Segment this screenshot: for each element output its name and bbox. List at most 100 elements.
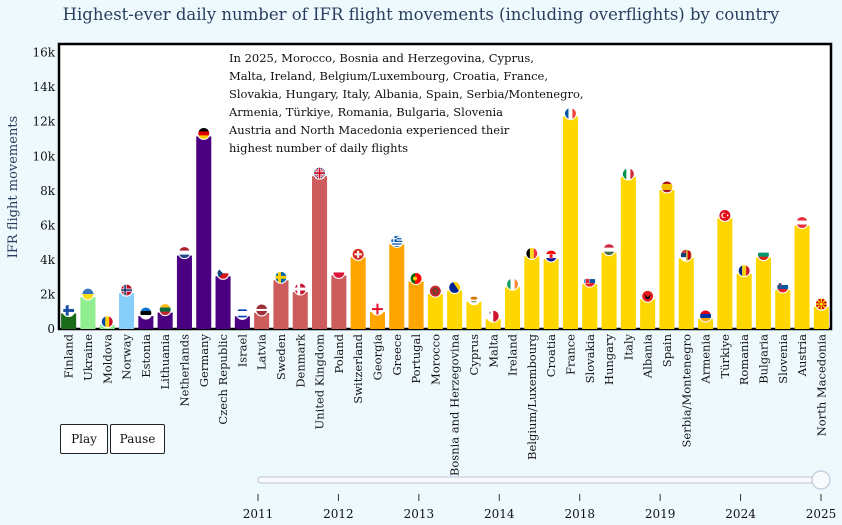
bar-belgium-luxembourg[interactable]	[524, 256, 540, 329]
bar-bulgaria[interactable]	[755, 257, 771, 329]
bar-ireland[interactable]	[505, 287, 521, 329]
slider-step-label[interactable]: 2014	[484, 507, 515, 521]
serbia-montenegro-flag-icon	[679, 248, 693, 262]
bar-serbia-montenegro[interactable]	[678, 258, 694, 329]
y-tick-label: 0	[47, 322, 55, 336]
bar-t-rkiye[interactable]	[717, 218, 733, 329]
slider-step-label[interactable]: 2012	[323, 507, 354, 521]
x-tick-label: Morocco	[428, 334, 442, 385]
italy-flag-icon	[621, 167, 635, 181]
bar-israel[interactable]	[234, 316, 250, 329]
x-tick-label: Ireland	[506, 333, 520, 376]
bar-finland[interactable]	[61, 313, 77, 329]
portugal-flag-icon	[409, 271, 423, 286]
bar-latvia[interactable]	[254, 312, 270, 329]
finland-flag-icon	[62, 303, 76, 318]
bar-albania[interactable]	[640, 299, 656, 329]
spain-flag-icon	[660, 180, 674, 194]
slider-step-label[interactable]: 2019	[645, 507, 676, 521]
x-tick-label: Slovakia	[583, 334, 597, 383]
bar-denmark[interactable]	[292, 292, 308, 329]
bar-italy[interactable]	[620, 177, 636, 329]
bar-bosnia-and-herzegovina[interactable]	[447, 290, 463, 329]
year-slider[interactable]: 2011 2012 2013 2014 2018 2019 2024 2025	[243, 470, 837, 521]
romania-flag-icon	[737, 264, 751, 278]
slovakia-flag-icon	[583, 274, 597, 288]
bar-slovenia[interactable]	[775, 289, 791, 329]
bar-slovakia[interactable]	[582, 284, 598, 329]
greece-flag-icon	[390, 234, 404, 248]
x-tick-label: Albania	[641, 334, 655, 379]
bar-sweden[interactable]	[273, 280, 289, 329]
y-tick-label: 2k	[40, 287, 56, 301]
slider-step-label[interactable]: 2011	[243, 507, 274, 521]
bar-morocco[interactable]	[427, 294, 443, 329]
bar-czech-republic[interactable]	[215, 276, 231, 329]
bar-ukraine[interactable]	[80, 297, 96, 329]
slider-rail[interactable]	[257, 476, 822, 484]
bar-france[interactable]	[562, 116, 578, 329]
annotation-line: Armenia, Türkiye, Romania, Bulgaria, Slo…	[228, 105, 503, 119]
x-tick-label: France	[563, 334, 577, 375]
annotation-line: Malta, Ireland, Belgium/Luxembourg, Croa…	[229, 69, 548, 83]
slider-step-label[interactable]: 2018	[564, 507, 595, 521]
bar-malta[interactable]	[485, 319, 501, 329]
x-tick-label: Netherlands	[177, 334, 191, 407]
bar-hungary[interactable]	[601, 252, 617, 329]
france-flag-icon	[563, 106, 578, 121]
x-tick-label: Switzerland	[351, 333, 365, 403]
ireland-flag-icon	[505, 277, 520, 291]
bar-estonia[interactable]	[138, 316, 154, 329]
bar-georgia[interactable]	[369, 312, 385, 329]
x-tick-label: Denmark	[293, 333, 307, 388]
bar-switzerland[interactable]	[350, 257, 366, 329]
croatia-flag-icon	[544, 249, 558, 263]
bar-united-kingdom[interactable]	[312, 176, 328, 329]
x-tick-label: United Kingdom	[313, 334, 327, 430]
x-tick-label: Norway	[120, 334, 134, 380]
x-tick-label: Estonia	[139, 334, 153, 378]
play-button[interactable]: Play	[60, 424, 108, 454]
bar-armenia[interactable]	[698, 318, 714, 329]
albania-flag-icon	[641, 289, 655, 303]
x-tick-label: Ukraine	[81, 334, 95, 381]
bar-spain[interactable]	[659, 189, 675, 329]
x-tick-label: Czech Republic	[216, 334, 230, 425]
bar-norway[interactable]	[119, 293, 135, 329]
georgia-flag-icon	[370, 302, 385, 316]
norway-flag-icon	[120, 283, 134, 297]
y-axis: 0 2k 4k 6k 8k 10k 12k 14k 16k	[32, 46, 55, 336]
bar-lithuania[interactable]	[157, 312, 173, 329]
x-tick-label: Latvia	[255, 334, 269, 370]
x-tick-label: Türkiye	[718, 334, 732, 379]
slider-step-label[interactable]: 2013	[404, 507, 435, 521]
chart-title: Highest-ever daily number of IFR flight …	[62, 5, 780, 24]
bar-netherlands[interactable]	[176, 255, 192, 329]
bar-cyprus[interactable]	[466, 301, 482, 329]
x-tick-label: Bulgaria	[756, 334, 770, 384]
x-tick-label: Spain	[660, 333, 674, 367]
bar-poland[interactable]	[331, 275, 347, 329]
pause-button[interactable]: Pause	[110, 424, 165, 454]
slider-step-label[interactable]: 2024	[725, 507, 756, 521]
bar-austria[interactable]	[794, 225, 810, 329]
y-tick-label: 14k	[32, 80, 55, 94]
slider-handle[interactable]	[811, 470, 831, 490]
bar-croatia[interactable]	[543, 259, 559, 329]
switzerland-flag-icon	[351, 247, 365, 261]
bar-romania[interactable]	[736, 273, 752, 329]
bar-portugal[interactable]	[408, 281, 424, 330]
bar-north-macedonia[interactable]	[813, 307, 829, 329]
bosnia-flag-icon	[448, 280, 462, 295]
y-axis-label: IFR flight movements	[6, 116, 21, 258]
x-axis-labels: Finland Ukraine Moldova Norway Estonia Lithua…	[62, 333, 829, 476]
cyprus-flag-icon	[467, 292, 481, 306]
bar-greece[interactable]	[389, 244, 405, 329]
bar-germany[interactable]	[196, 136, 212, 329]
belgium-luxembourg-flag-icon	[525, 246, 539, 261]
turkiye-flag-icon	[718, 208, 732, 223]
slider-step-label[interactable]: 2025	[806, 507, 837, 521]
x-tick-label: Georgia	[370, 334, 384, 380]
sweden-flag-icon	[274, 270, 288, 284]
